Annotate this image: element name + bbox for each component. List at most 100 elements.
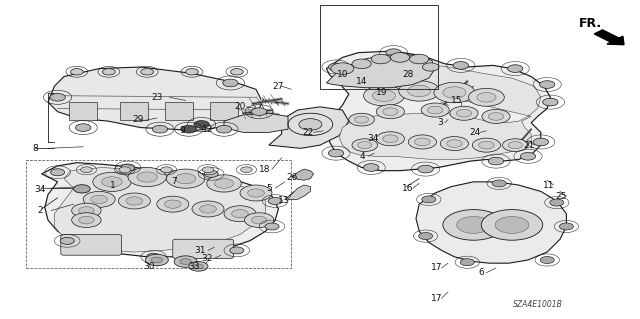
Circle shape [126, 197, 143, 205]
Circle shape [141, 69, 154, 75]
Circle shape [419, 233, 433, 240]
Text: 22: 22 [302, 128, 314, 137]
Polygon shape [326, 51, 550, 171]
Circle shape [376, 105, 404, 119]
Circle shape [479, 141, 494, 149]
Circle shape [450, 106, 478, 120]
Circle shape [477, 93, 496, 102]
Circle shape [456, 109, 472, 117]
Circle shape [72, 213, 101, 227]
FancyArrow shape [595, 30, 624, 45]
Text: 18: 18 [259, 165, 270, 174]
Text: 16: 16 [402, 184, 413, 193]
Circle shape [540, 256, 554, 263]
Circle shape [202, 167, 214, 173]
Circle shape [543, 98, 558, 106]
Circle shape [214, 179, 234, 188]
Circle shape [128, 167, 166, 187]
Circle shape [372, 90, 396, 101]
Polygon shape [416, 182, 566, 263]
Circle shape [161, 167, 172, 173]
Circle shape [428, 106, 443, 114]
Polygon shape [42, 163, 278, 257]
Circle shape [488, 157, 504, 165]
Circle shape [74, 185, 90, 193]
Text: 34: 34 [367, 134, 379, 143]
Circle shape [200, 205, 216, 213]
Circle shape [352, 59, 371, 69]
Circle shape [386, 49, 401, 56]
Text: 20: 20 [234, 102, 246, 111]
Circle shape [550, 199, 564, 206]
Circle shape [502, 139, 528, 152]
Text: 12: 12 [202, 125, 214, 134]
Circle shape [383, 108, 398, 115]
Polygon shape [269, 107, 349, 148]
Text: 2: 2 [38, 206, 43, 215]
Circle shape [299, 119, 322, 130]
Circle shape [265, 223, 279, 230]
Text: 31: 31 [195, 246, 206, 255]
Text: 9: 9 [180, 126, 185, 135]
Polygon shape [326, 54, 435, 88]
Circle shape [540, 81, 555, 88]
Circle shape [207, 175, 241, 192]
Circle shape [72, 203, 101, 218]
Circle shape [508, 142, 522, 149]
Circle shape [79, 207, 94, 214]
Circle shape [121, 164, 135, 171]
Circle shape [349, 113, 374, 126]
Bar [26, 160, 291, 268]
Circle shape [508, 65, 523, 72]
Circle shape [352, 139, 378, 152]
Circle shape [355, 116, 369, 123]
Circle shape [152, 125, 168, 133]
Circle shape [468, 88, 504, 106]
Text: 13: 13 [278, 196, 289, 204]
Circle shape [408, 135, 436, 149]
Circle shape [223, 79, 238, 87]
Circle shape [230, 69, 243, 75]
Circle shape [364, 164, 379, 171]
Circle shape [241, 167, 252, 173]
Circle shape [204, 170, 218, 177]
Circle shape [91, 195, 108, 204]
Circle shape [520, 152, 536, 160]
Text: 6: 6 [479, 268, 484, 277]
Text: SZA4E1001B: SZA4E1001B [513, 300, 563, 309]
Circle shape [51, 169, 65, 176]
Text: 17: 17 [431, 263, 442, 272]
Circle shape [216, 125, 232, 133]
Circle shape [50, 93, 65, 101]
Circle shape [81, 167, 92, 173]
Circle shape [447, 140, 462, 147]
Circle shape [559, 223, 573, 230]
Circle shape [472, 138, 500, 152]
Circle shape [70, 69, 83, 75]
Circle shape [383, 135, 398, 143]
Text: 28: 28 [402, 70, 413, 79]
Circle shape [244, 213, 274, 227]
Circle shape [422, 63, 439, 71]
Circle shape [79, 216, 94, 224]
Text: 11: 11 [543, 181, 554, 189]
Circle shape [93, 172, 131, 191]
Circle shape [119, 167, 131, 173]
Circle shape [457, 217, 490, 233]
Polygon shape [288, 185, 310, 199]
Circle shape [174, 256, 197, 267]
Circle shape [495, 217, 529, 233]
Circle shape [102, 69, 115, 75]
Text: 30: 30 [143, 262, 155, 271]
Circle shape [418, 165, 433, 173]
Circle shape [415, 138, 430, 146]
Circle shape [364, 85, 404, 106]
Text: 26: 26 [287, 173, 298, 182]
Circle shape [408, 85, 431, 97]
Circle shape [180, 259, 191, 264]
Circle shape [399, 81, 440, 101]
Bar [165, 102, 193, 120]
Circle shape [147, 253, 161, 260]
Circle shape [481, 210, 543, 240]
Circle shape [460, 259, 474, 266]
